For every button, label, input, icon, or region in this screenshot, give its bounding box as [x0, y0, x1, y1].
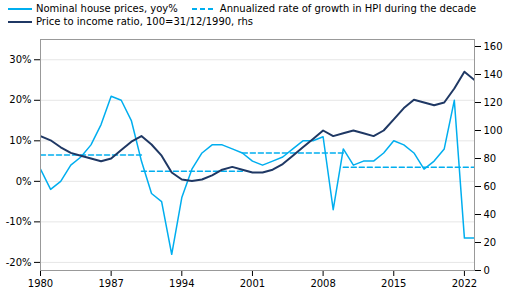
svg-text:2015: 2015	[381, 278, 406, 289]
svg-text:160: 160	[484, 41, 503, 52]
svg-text:0%: 0%	[16, 176, 32, 187]
svg-text:100: 100	[484, 125, 503, 136]
svg-text:140: 140	[484, 69, 503, 80]
svg-text:60: 60	[484, 181, 497, 192]
svg-text:40: 40	[484, 209, 497, 220]
svg-text:-10%: -10%	[6, 216, 32, 227]
svg-text:1980: 1980	[28, 278, 53, 289]
svg-text:120: 120	[484, 97, 503, 108]
svg-text:30%: 30%	[9, 54, 31, 65]
svg-text:10%: 10%	[9, 135, 31, 146]
svg-text:0: 0	[484, 265, 490, 276]
svg-text:2022: 2022	[452, 278, 477, 289]
svg-text:-20%: -20%	[6, 257, 32, 268]
svg-text:1994: 1994	[169, 278, 194, 289]
svg-text:20: 20	[484, 237, 497, 248]
svg-text:80: 80	[484, 153, 497, 164]
svg-text:20%: 20%	[9, 94, 31, 105]
html-text:Price to income ratio, 100=31/: Price to income ratio, 100=31/12/1990, r…	[36, 16, 253, 27]
svg-text:2008: 2008	[310, 278, 335, 289]
svg-text:2001: 2001	[240, 278, 265, 289]
svg-text:1987: 1987	[98, 278, 123, 289]
html-text:Annualized rate of growth in H: Annualized rate of growth in HPI during …	[219, 3, 477, 14]
html-text:Nominal house prices, yoy%: Nominal house prices, yoy%	[36, 3, 178, 14]
